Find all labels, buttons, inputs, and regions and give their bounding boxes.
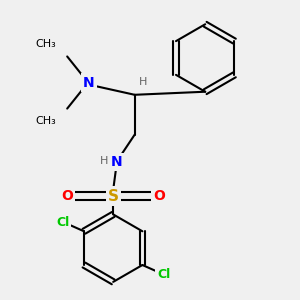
Text: N: N <box>83 76 94 89</box>
Text: O: O <box>153 189 165 203</box>
Text: Cl: Cl <box>157 268 170 281</box>
Text: H: H <box>139 77 148 87</box>
Text: H: H <box>100 156 109 166</box>
Text: CH₃: CH₃ <box>36 39 56 49</box>
Text: O: O <box>61 189 73 203</box>
Text: S: S <box>108 188 119 203</box>
Text: Cl: Cl <box>56 216 69 229</box>
Text: N: N <box>110 155 122 169</box>
Text: CH₃: CH₃ <box>36 116 56 126</box>
